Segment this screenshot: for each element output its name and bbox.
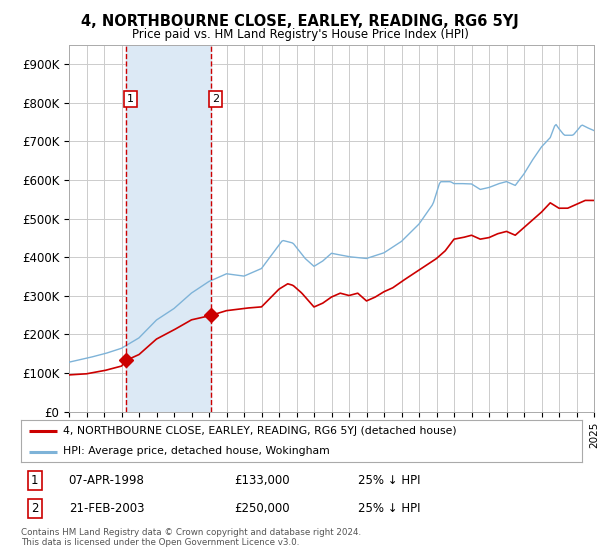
- Bar: [126, 45, 211, 412]
- Text: 2: 2: [212, 94, 220, 104]
- Text: 25% ↓ HPI: 25% ↓ HPI: [358, 474, 420, 487]
- Text: Price paid vs. HM Land Registry's House Price Index (HPI): Price paid vs. HM Land Registry's House …: [131, 28, 469, 41]
- Text: 4, NORTHBOURNE CLOSE, EARLEY, READING, RG6 5YJ (detached house): 4, NORTHBOURNE CLOSE, EARLEY, READING, R…: [63, 426, 457, 436]
- Text: £133,000: £133,000: [234, 474, 290, 487]
- Text: 25% ↓ HPI: 25% ↓ HPI: [358, 502, 420, 515]
- Text: Contains HM Land Registry data © Crown copyright and database right 2024.
This d: Contains HM Land Registry data © Crown c…: [21, 528, 361, 547]
- Text: 21-FEB-2003: 21-FEB-2003: [68, 502, 144, 515]
- Text: 1: 1: [127, 94, 134, 104]
- Text: £250,000: £250,000: [234, 502, 290, 515]
- Text: 4, NORTHBOURNE CLOSE, EARLEY, READING, RG6 5YJ: 4, NORTHBOURNE CLOSE, EARLEY, READING, R…: [81, 14, 519, 29]
- Text: HPI: Average price, detached house, Wokingham: HPI: Average price, detached house, Woki…: [63, 446, 330, 456]
- Text: 1: 1: [31, 474, 38, 487]
- Text: 07-APR-1998: 07-APR-1998: [68, 474, 145, 487]
- Text: 2: 2: [31, 502, 38, 515]
